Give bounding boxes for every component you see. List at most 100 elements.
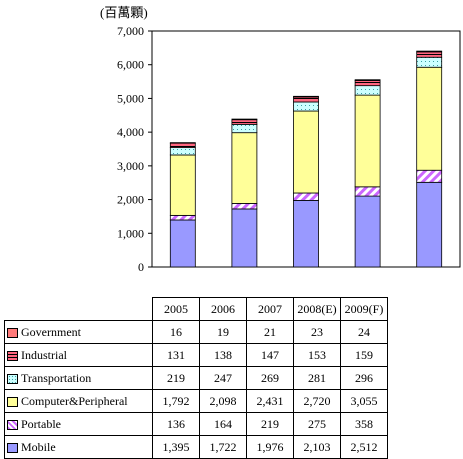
table-cell-value: 23 bbox=[293, 320, 341, 344]
bar-segment-portable bbox=[169, 214, 196, 221]
table-cell-value: 3,055 bbox=[340, 389, 388, 413]
table-cell-value: 138 bbox=[199, 343, 247, 367]
plot-area: 0 1,000 2,000 3,000 4,000 5,000 6,000 7,000 bbox=[117, 24, 461, 274]
bar-segment-computer-peripheral bbox=[293, 110, 319, 194]
bar-segment-portable bbox=[231, 203, 258, 210]
bar-segment-transportation bbox=[231, 123, 258, 134]
table-cell-value: 1,722 bbox=[199, 435, 247, 459]
series-name: Industrial bbox=[21, 347, 67, 362]
category-label: 2006 bbox=[199, 297, 247, 321]
series-label: Portable bbox=[4, 412, 153, 436]
table-cell-value: 2,720 bbox=[293, 389, 341, 413]
legend-key bbox=[7, 327, 18, 338]
bar-segment-computer-peripheral bbox=[416, 66, 443, 171]
legend-key bbox=[7, 442, 18, 453]
bar-segment-industrial bbox=[293, 96, 319, 103]
table-cell-value: 1,395 bbox=[152, 435, 200, 459]
bar-segment-computer-peripheral bbox=[231, 132, 258, 204]
bar-segment-industrial bbox=[416, 51, 443, 58]
series-label: Computer&Peripheral bbox=[4, 389, 153, 413]
table-cell-value: 296 bbox=[340, 366, 388, 390]
series-label: Industrial bbox=[4, 343, 153, 367]
bar-segment-government bbox=[231, 118, 258, 121]
table-row: Portable 136 164 219 275 358 bbox=[4, 412, 388, 436]
legend-key bbox=[7, 419, 18, 430]
table-cell-value: 247 bbox=[199, 366, 247, 390]
series-name: Mobile bbox=[21, 439, 56, 454]
bar-segment-transportation bbox=[293, 101, 319, 112]
table-cell-value: 281 bbox=[293, 366, 341, 390]
table-cell-value: 1,976 bbox=[246, 435, 294, 459]
table-row: Industrial 131 138 147 153 159 bbox=[4, 343, 388, 367]
bar-segment-mobile bbox=[231, 208, 258, 268]
table-row: Computer&Peripheral 1,792 2,098 2,431 2,720 3… bbox=[4, 389, 388, 413]
table-cell-value: 269 bbox=[246, 366, 294, 390]
series-label: Government bbox=[4, 320, 153, 344]
table-cell-value: 358 bbox=[340, 412, 388, 436]
stacked-bar-chart: 0 1,000 2,000 3,000 4,000 5,000 6,000 7,000 bbox=[117, 24, 461, 274]
table-cell-value: 219 bbox=[152, 366, 200, 390]
y-tick-label: 3,000 bbox=[117, 159, 144, 173]
category-label: 2005 bbox=[152, 297, 200, 321]
table-cell-value: 16 bbox=[152, 320, 200, 344]
bar-segment-mobile bbox=[293, 199, 319, 268]
table-corner bbox=[4, 297, 153, 321]
y-tick-label: 4,000 bbox=[117, 125, 144, 139]
table-cell-value: 219 bbox=[246, 412, 294, 436]
y-tick-label: 2,000 bbox=[117, 193, 144, 207]
category-label: 2009(F) bbox=[340, 297, 388, 321]
table-cell-value: 164 bbox=[199, 412, 247, 436]
table-cell-value: 24 bbox=[340, 320, 388, 344]
table-row: Mobile 1,395 1,722 1,976 2,103 2,512 bbox=[4, 435, 388, 459]
bar-segment-portable bbox=[354, 186, 381, 197]
series-name: Computer&Peripheral bbox=[21, 393, 128, 408]
category-label: 2007 bbox=[246, 297, 294, 321]
bar-segment-computer-peripheral bbox=[354, 94, 381, 188]
table-header-row: 2005 2006 2007 2008(E) 2009(F) bbox=[4, 297, 388, 321]
data-table: 2005 2006 2007 2008(E) 2009(F) Government 16 19… bbox=[4, 297, 388, 459]
table-cell-value: 275 bbox=[293, 412, 341, 436]
bar-segment-government bbox=[416, 50, 443, 53]
table-cell-value: 1,792 bbox=[152, 389, 200, 413]
bar-segment-government bbox=[354, 79, 381, 81]
bar-segment-transportation bbox=[169, 147, 196, 156]
bar-segment-industrial bbox=[354, 80, 381, 87]
series-name: Government bbox=[21, 324, 81, 339]
legend-key bbox=[7, 350, 18, 361]
table-cell-value: 147 bbox=[246, 343, 294, 367]
bar-segment-portable bbox=[416, 169, 443, 183]
table-cell-value: 136 bbox=[152, 412, 200, 436]
y-tick-label: 0 bbox=[138, 260, 144, 274]
y-tick-label: 7,000 bbox=[117, 24, 144, 38]
legend-key bbox=[7, 396, 18, 407]
table-cell-value: 19 bbox=[199, 320, 247, 344]
table-cell-value: 159 bbox=[340, 343, 388, 367]
y-tick-label: 6,000 bbox=[117, 58, 144, 72]
bar-segment-mobile bbox=[416, 181, 443, 268]
series-name: Transportation bbox=[21, 370, 92, 385]
legend-key bbox=[7, 373, 18, 384]
series-name: Portable bbox=[21, 416, 61, 431]
bar-segment-computer-peripheral bbox=[169, 154, 196, 216]
bar-segment-government bbox=[293, 95, 319, 98]
bar-segment-portable bbox=[293, 192, 319, 201]
table-row: Government 16 19 21 23 24 bbox=[4, 320, 388, 344]
table-cell-value: 131 bbox=[152, 343, 200, 367]
table-cell-value: 2,098 bbox=[199, 389, 247, 413]
y-tick-label: 1,000 bbox=[117, 226, 144, 240]
series-label: Transportation bbox=[4, 366, 153, 390]
bar-segment-mobile bbox=[169, 219, 196, 268]
y-tick-label: 5,000 bbox=[117, 91, 144, 105]
table-cell-value: 2,512 bbox=[340, 435, 388, 459]
table-cell-value: 21 bbox=[246, 320, 294, 344]
bar-segment-mobile bbox=[354, 195, 381, 268]
bar-segment-transportation bbox=[354, 85, 381, 96]
bar-segment-government bbox=[169, 142, 196, 144]
series-label: Mobile bbox=[4, 435, 153, 459]
table-cell-value: 2,103 bbox=[293, 435, 341, 459]
bar-segment-industrial bbox=[231, 119, 258, 125]
table-cell-value: 153 bbox=[293, 343, 341, 367]
category-label: 2008(E) bbox=[293, 297, 341, 321]
table-cell-value: 2,431 bbox=[246, 389, 294, 413]
bar-segment-industrial bbox=[169, 142, 196, 148]
